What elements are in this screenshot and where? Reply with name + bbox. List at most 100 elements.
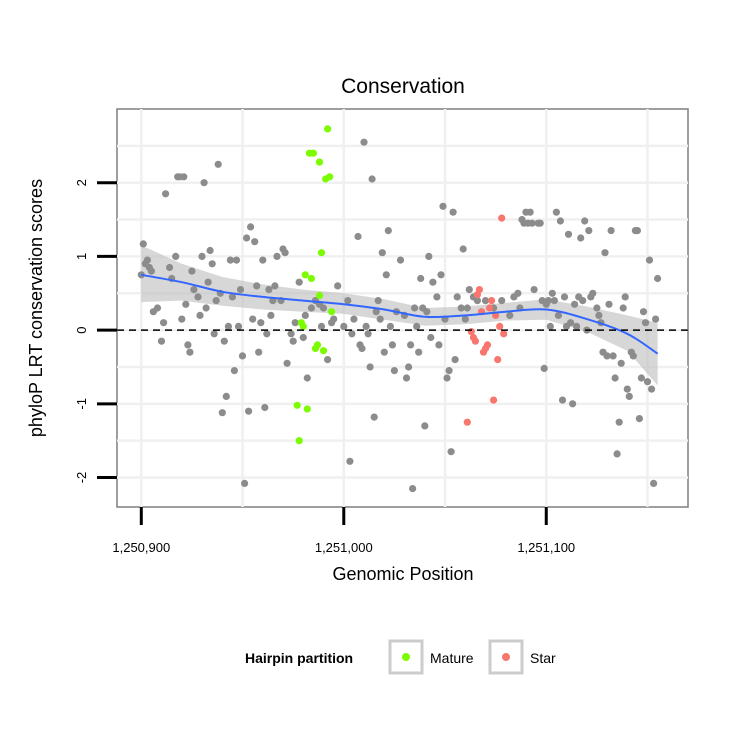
data-point (433, 293, 441, 301)
data-point (530, 286, 538, 294)
data-point (652, 315, 660, 323)
data-point (182, 300, 190, 308)
data-point (437, 271, 445, 279)
data-point (617, 359, 625, 367)
data-point (372, 308, 380, 316)
data-point (301, 311, 309, 319)
series-star (463, 214, 508, 426)
data-point (506, 311, 514, 319)
data-point (204, 278, 212, 286)
data-point (346, 457, 354, 465)
data-point (486, 304, 494, 312)
data-point (137, 271, 145, 279)
data-point (334, 282, 342, 290)
data-point (603, 352, 611, 360)
data-point (194, 293, 202, 301)
data-point (388, 341, 396, 349)
data-point (435, 341, 443, 349)
data-point (222, 392, 230, 400)
data-point (579, 297, 587, 305)
data-point (208, 260, 216, 268)
data-point (459, 245, 467, 253)
data-point (303, 374, 311, 382)
legend-key-dot (502, 653, 510, 661)
data-point (427, 333, 435, 342)
data-point (595, 311, 603, 319)
data-point (253, 282, 261, 290)
data-point (560, 293, 569, 301)
y-tick-label: 0 (74, 326, 89, 333)
data-point (396, 256, 405, 264)
data-point (415, 348, 423, 356)
data-point (326, 173, 334, 181)
data-point (619, 304, 627, 312)
data-point (463, 304, 471, 312)
data-point (514, 289, 522, 297)
confidence-ribbon (141, 245, 658, 386)
legend-key-dot (402, 653, 410, 661)
data-point (230, 367, 238, 375)
data-point (378, 249, 386, 257)
x-tick-label: 1,251,100 (517, 540, 575, 555)
data-point (243, 234, 251, 242)
data-point (190, 286, 198, 294)
data-point (178, 315, 186, 323)
series-other (137, 138, 662, 493)
legend-label: Mature (430, 650, 474, 666)
data-point (330, 315, 338, 323)
data-point (245, 407, 253, 415)
data-point (405, 363, 413, 371)
data-point (473, 297, 481, 305)
data-point (226, 256, 234, 264)
data-point (370, 413, 378, 421)
data-point (581, 217, 589, 225)
data-point (196, 311, 204, 319)
data-point (319, 304, 328, 312)
data-point (382, 271, 390, 279)
data-point (639, 308, 648, 316)
data-point (267, 311, 275, 319)
data-point (429, 278, 437, 286)
data-point (184, 341, 192, 349)
data-points (137, 125, 662, 493)
data-point (554, 311, 563, 319)
data-point (295, 437, 303, 445)
data-point (188, 267, 196, 275)
y-tick-label: -1 (74, 398, 89, 410)
data-point (218, 409, 226, 417)
data-point (386, 322, 394, 330)
data-point (423, 308, 431, 316)
data-point (607, 227, 615, 235)
data-point (633, 227, 642, 235)
data-point (490, 396, 498, 404)
data-point (457, 304, 465, 312)
data-point (548, 289, 556, 297)
data-point (166, 263, 174, 272)
data-point (449, 208, 457, 216)
data-point (625, 392, 633, 400)
data-point (249, 315, 257, 323)
data-point (319, 347, 328, 355)
data-point (228, 293, 236, 301)
y-axis: -2 -1 0 1 2 (74, 179, 117, 483)
data-point (498, 214, 506, 222)
legend-key-box (388, 639, 424, 675)
legend-label: Star (530, 650, 556, 666)
data-point (162, 190, 170, 198)
legend-entry-star: Star (488, 639, 556, 675)
grid-lines (117, 109, 688, 507)
data-point (475, 286, 483, 294)
data-point (390, 367, 398, 375)
data-point (407, 341, 415, 349)
data-point (500, 330, 508, 338)
data-point (315, 158, 324, 166)
data-point (461, 315, 469, 323)
data-point (317, 322, 326, 330)
data-point (210, 330, 218, 338)
data-point (299, 333, 307, 342)
data-point (648, 385, 656, 393)
data-point (263, 330, 271, 338)
data-point (139, 240, 147, 248)
data-point (324, 356, 332, 364)
